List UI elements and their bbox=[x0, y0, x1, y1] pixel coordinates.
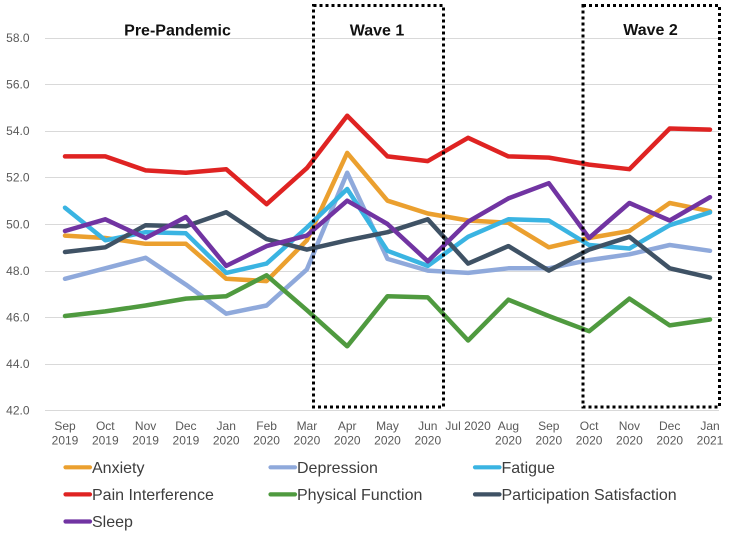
svg-text:Nov: Nov bbox=[135, 419, 156, 433]
svg-text:Dec: Dec bbox=[175, 419, 196, 433]
svg-text:Apr: Apr bbox=[338, 419, 357, 433]
svg-text:2020: 2020 bbox=[414, 433, 441, 447]
svg-text:48.0: 48.0 bbox=[6, 264, 30, 278]
svg-text:Wave 2: Wave 2 bbox=[623, 22, 678, 39]
svg-text:Mar: Mar bbox=[297, 419, 318, 433]
svg-text:2020: 2020 bbox=[334, 433, 361, 447]
svg-text:Feb: Feb bbox=[256, 419, 277, 433]
svg-text:Pre-Pandemic: Pre-Pandemic bbox=[124, 23, 231, 40]
svg-text:50.0: 50.0 bbox=[6, 217, 30, 231]
svg-text:2021: 2021 bbox=[697, 433, 724, 447]
svg-text:Jun: Jun bbox=[418, 419, 437, 433]
svg-text:52.0: 52.0 bbox=[6, 171, 30, 185]
svg-text:2019: 2019 bbox=[173, 433, 200, 447]
svg-text:2020: 2020 bbox=[656, 433, 683, 447]
svg-text:54.0: 54.0 bbox=[6, 124, 30, 138]
svg-text:2020: 2020 bbox=[213, 433, 240, 447]
svg-text:Jan: Jan bbox=[700, 419, 719, 433]
svg-text:Sep: Sep bbox=[538, 419, 560, 433]
svg-text:Oct: Oct bbox=[96, 419, 115, 433]
svg-text:2019: 2019 bbox=[132, 433, 159, 447]
svg-text:46.0: 46.0 bbox=[6, 311, 30, 325]
svg-text:2019: 2019 bbox=[92, 433, 119, 447]
svg-text:58.0: 58.0 bbox=[6, 31, 30, 45]
svg-text:2020: 2020 bbox=[535, 433, 562, 447]
svg-text:2020: 2020 bbox=[294, 433, 321, 447]
svg-text:Sep: Sep bbox=[54, 419, 76, 433]
svg-text:42.0: 42.0 bbox=[6, 404, 30, 418]
svg-text:Aug: Aug bbox=[498, 419, 519, 433]
svg-text:2020: 2020 bbox=[253, 433, 280, 447]
svg-text:Jan: Jan bbox=[217, 419, 236, 433]
svg-text:Participation Satisfaction: Participation Satisfaction bbox=[502, 487, 677, 504]
svg-text:Anxiety: Anxiety bbox=[92, 460, 144, 477]
svg-text:2020: 2020 bbox=[495, 433, 522, 447]
svg-text:May: May bbox=[376, 419, 399, 433]
svg-text:44.0: 44.0 bbox=[6, 357, 30, 371]
svg-text:56.0: 56.0 bbox=[6, 78, 30, 92]
svg-text:Physical Function: Physical Function bbox=[297, 487, 422, 504]
svg-text:2020: 2020 bbox=[576, 433, 603, 447]
svg-text:Sleep: Sleep bbox=[92, 514, 133, 531]
svg-text:2020: 2020 bbox=[374, 433, 401, 447]
svg-text:Nov: Nov bbox=[619, 419, 640, 433]
svg-text:Jul 2020: Jul 2020 bbox=[445, 419, 491, 433]
svg-text:Oct: Oct bbox=[580, 419, 599, 433]
svg-text:2020: 2020 bbox=[616, 433, 643, 447]
svg-text:Pain Interference: Pain Interference bbox=[92, 487, 214, 504]
svg-text:2019: 2019 bbox=[52, 433, 79, 447]
svg-text:Wave 1: Wave 1 bbox=[350, 23, 405, 40]
svg-text:Dec: Dec bbox=[659, 419, 680, 433]
svg-text:Depression: Depression bbox=[297, 460, 378, 477]
svg-text:Fatigue: Fatigue bbox=[502, 460, 555, 477]
